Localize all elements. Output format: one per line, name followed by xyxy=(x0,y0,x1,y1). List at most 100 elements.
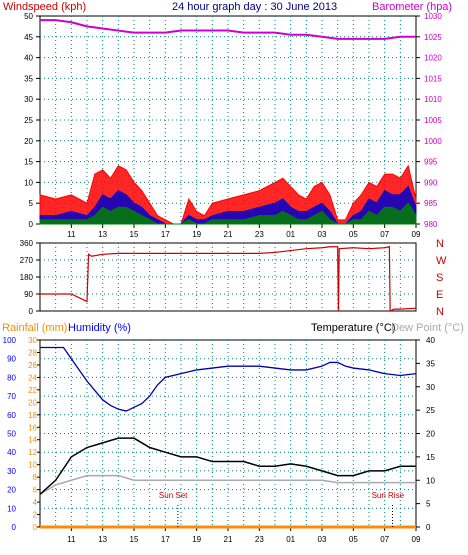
rainfall-y-tick-label: 16 xyxy=(28,423,37,432)
rainfall-y-tick-label: 18 xyxy=(28,411,37,420)
wind-y-tick-label: 5 xyxy=(29,199,34,208)
humidity-y-tick-label: 90 xyxy=(7,355,16,364)
temp-x-tick-label: 13 xyxy=(98,535,107,544)
rainfall-y-tick-label: 30 xyxy=(28,336,37,345)
barometer-y-tick-label: 1025 xyxy=(424,33,442,42)
wind-y-tick-label: 45 xyxy=(24,33,33,42)
direction-y-tick-label: 360 xyxy=(20,239,34,248)
direction-y-tick-label: 180 xyxy=(20,273,34,282)
wind-y-tick-label: 40 xyxy=(24,54,33,63)
temp-x-tick-label: 23 xyxy=(255,535,264,544)
humidity-axis-title: Humidity (%) xyxy=(68,322,131,334)
wind-y-tick-label: 25 xyxy=(24,116,33,125)
wind-y-tick-label: 30 xyxy=(24,95,33,104)
dew_point-line xyxy=(39,474,416,495)
temp-x-ticks: 11 13 15 17 19 21 23 01 03 05 07 09 xyxy=(67,527,421,544)
temperature-line xyxy=(39,437,416,495)
windspeed-axis-title: Windspeed (kph) xyxy=(3,1,86,13)
temp-x-tick-label: 11 xyxy=(67,535,76,544)
wind-x-tick-label: 21 xyxy=(224,230,233,239)
wind-series xyxy=(39,19,417,225)
barometer-y-tick-label: 1000 xyxy=(424,137,442,146)
rainfall-y-tick-label: 26 xyxy=(28,361,37,370)
temperature-y-tick-label: 40 xyxy=(426,336,435,345)
temp-x-tick-label: 09 xyxy=(412,535,421,544)
direction-y-ticks: 0 90 180 270 360 xyxy=(20,239,40,316)
barometer-y-tick-label: 1030 xyxy=(424,12,442,21)
wind-x-tick-label: 23 xyxy=(255,230,264,239)
temp-x-tick-label: 19 xyxy=(192,535,201,544)
wind-x-tick-label: 17 xyxy=(161,230,170,239)
wind-x-tick-label: 19 xyxy=(192,230,201,239)
temperature-y-ticks: 0 5 10 15 20 25 30 35 40 xyxy=(416,336,435,532)
chart-title: 24 hour graph day : 30 June 2013 xyxy=(172,1,337,13)
avg_green-area xyxy=(39,202,417,225)
wind-y-tick-label: 15 xyxy=(24,158,33,167)
humidity-y-tick-label: 10 xyxy=(7,504,16,513)
temp-series xyxy=(39,346,417,529)
wind-x-tick-label: 15 xyxy=(130,230,139,239)
wind-x-tick-label: 03 xyxy=(318,230,327,239)
direction-y-tick-label: 0 xyxy=(29,307,34,316)
temp-x-tick-label: 03 xyxy=(318,535,327,544)
wind-x-tick-label: 09 xyxy=(412,230,421,239)
compass-label: S xyxy=(436,272,443,284)
temperature-y-tick-label: 30 xyxy=(426,383,435,392)
rainfall-y-tick-label: 20 xyxy=(28,398,37,407)
temperature-y-tick-label: 35 xyxy=(426,359,435,368)
direction-y-tick-label: 270 xyxy=(20,256,34,265)
temperature-y-tick-label: 5 xyxy=(426,500,431,509)
barometer-y-tick-label: 995 xyxy=(424,158,438,167)
rainfall-axis-title: Rainfall (mm) xyxy=(2,322,67,334)
temp-grid xyxy=(40,340,416,527)
temperature-y-tick-label: 10 xyxy=(426,476,435,485)
rainfall-y-tick-label: 28 xyxy=(28,348,37,357)
rainfall-y-tick-label: 0 xyxy=(33,523,38,532)
barometer-line xyxy=(40,19,416,40)
sun-annotation-label: Sun Set xyxy=(159,491,188,500)
barometer-y-tick-label: 1015 xyxy=(424,74,442,83)
wind-y-ticks: 0 5 10 15 20 25 30 35 40 45 50 xyxy=(24,12,40,229)
rainfall-y-tick-label: 8 xyxy=(33,473,38,482)
humidity-y-tick-label: 20 xyxy=(7,486,16,495)
humidity-y-tick-label: 30 xyxy=(7,467,16,476)
temp-x-tick-label: 21 xyxy=(224,535,233,544)
wind-y-tick-label: 50 xyxy=(24,12,33,21)
barometer-y-tick-label: 1020 xyxy=(424,54,442,63)
rainfall-y-tick-label: 22 xyxy=(28,386,37,395)
temperature-axis-title: Temperature (°C) xyxy=(311,322,395,334)
temperature-y-tick-label: 0 xyxy=(426,523,431,532)
humidity-y-tick-label: 70 xyxy=(7,392,16,401)
wind-y-tick-label: 10 xyxy=(24,178,33,187)
wind-x-tick-label: 13 xyxy=(98,230,107,239)
direction-line xyxy=(40,246,417,312)
wind-x-tick-label: 05 xyxy=(349,230,358,239)
compass-label: E xyxy=(436,289,443,301)
compass-label: N xyxy=(436,306,444,318)
temp-x-tick-label: 05 xyxy=(349,535,358,544)
compass-label: W xyxy=(436,255,447,267)
wind-y-tick-label: 20 xyxy=(24,137,33,146)
compass-label: N xyxy=(436,238,444,250)
wind-x-tick-label: 01 xyxy=(286,230,295,239)
humidity-y-tick-label: 100 xyxy=(3,336,17,345)
temp-x-tick-label: 17 xyxy=(161,535,170,544)
rainfall-y-tick-label: 4 xyxy=(33,498,38,507)
wind-y-tick-label: 0 xyxy=(29,220,34,229)
rainfall-y-tick-label: 6 xyxy=(33,486,38,495)
sun-annotation-label: Sun Rise xyxy=(372,491,405,500)
direction-y-tick-label: 90 xyxy=(24,290,33,299)
sun-annotations: Sun Set Sun Rise xyxy=(159,491,405,527)
wind-x-ticks: 11 13 15 17 19 21 23 01 03 05 07 09 xyxy=(67,224,421,239)
rainfall-y-tick-label: 24 xyxy=(28,373,37,382)
humidity-y-tick-label: 50 xyxy=(7,430,16,439)
rainfall-y-tick-label: 12 xyxy=(28,448,37,457)
barometer-y-tick-label: 985 xyxy=(424,199,438,208)
wind-y-tick-label: 35 xyxy=(24,74,33,83)
direction-series xyxy=(40,246,417,312)
rainfall-y-tick-label: 14 xyxy=(28,436,37,445)
wind-x-tick-label: 11 xyxy=(67,230,76,239)
